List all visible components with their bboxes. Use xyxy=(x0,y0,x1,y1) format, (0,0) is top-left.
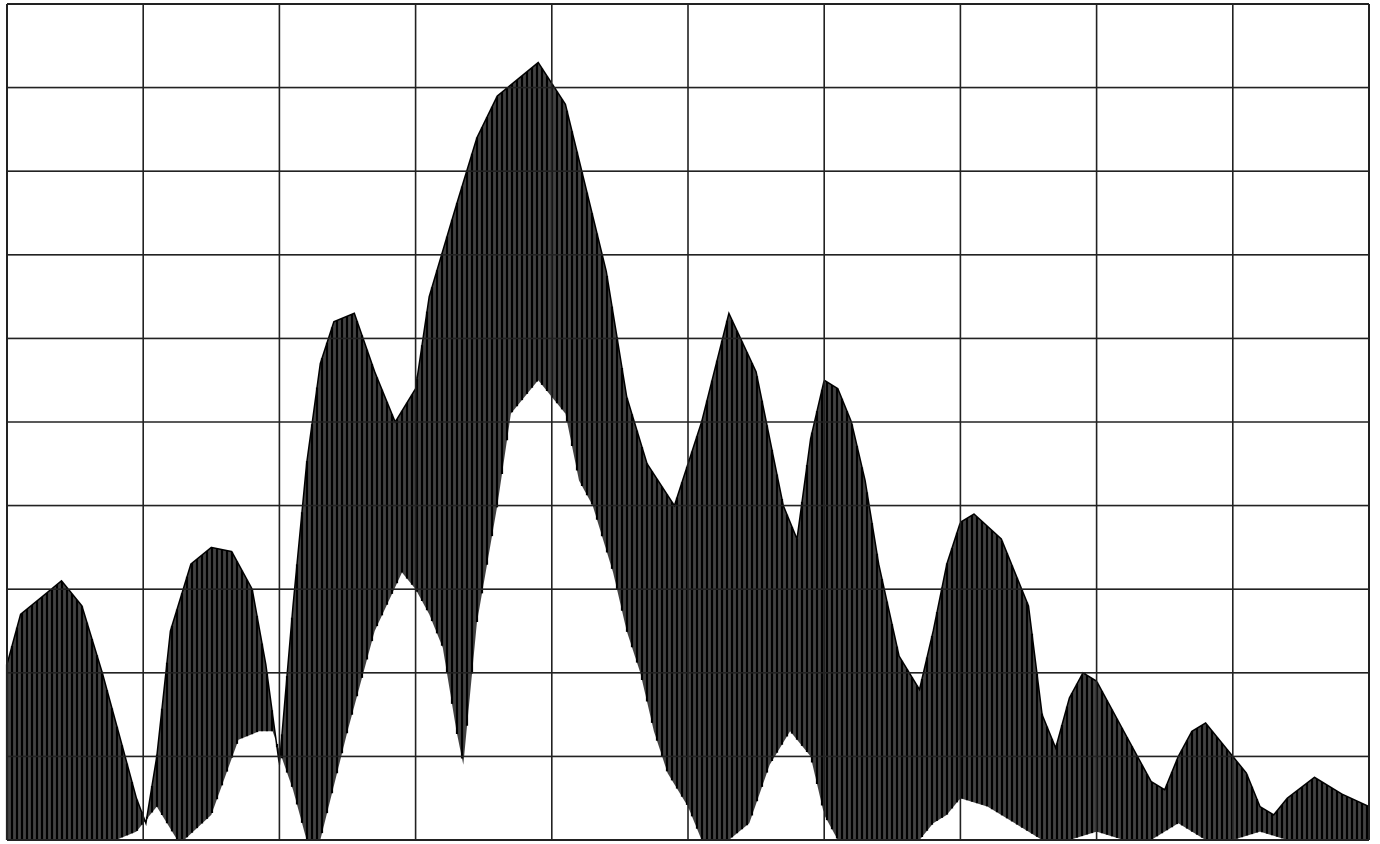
signal-upper-outline xyxy=(6,61,1370,827)
grid-layer xyxy=(6,3,1370,841)
trace-layer xyxy=(5,61,1370,840)
